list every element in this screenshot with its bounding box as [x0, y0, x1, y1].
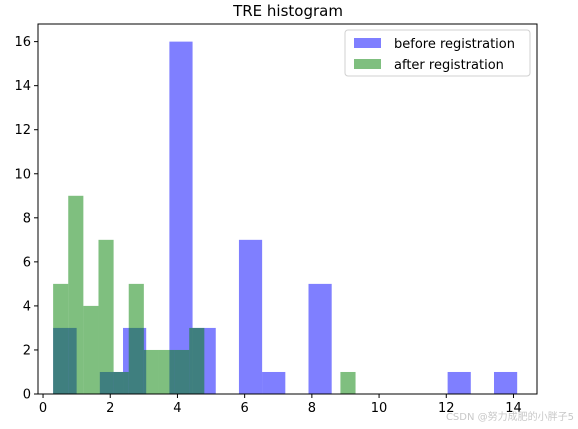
y-tick-label: 12 — [14, 123, 31, 138]
histogram-bar-series-1-bin-19 — [340, 371, 356, 394]
histogram-bar-series-1-bin-3 — [98, 239, 114, 394]
x-tick-label: 4 — [173, 401, 181, 416]
y-tick-label: 2 — [23, 343, 31, 358]
histogram-bar-series-1-bin-6 — [143, 349, 159, 394]
histogram-bar-series-1-bin-5 — [128, 283, 144, 394]
histogram-bar-series-0-bin-17 — [447, 371, 471, 394]
histogram-bar-series-0-bin-11 — [308, 283, 332, 394]
y-tick-label: 4 — [23, 299, 31, 314]
x-tick-label: 0 — [39, 401, 47, 416]
histogram-bar-series-1-bin-4 — [113, 371, 129, 394]
chart-title: TRE histogram — [232, 2, 343, 20]
y-tick-label: 6 — [23, 255, 31, 270]
histogram-bar-series-1-bin-0 — [53, 283, 69, 394]
histogram-bar-series-0-bin-5 — [169, 41, 193, 394]
watermark: CSDN @努力成肥的小胖子5 — [445, 412, 574, 423]
axes-group: 0 2 4 6 8 10 12 14 0 2 4 6 8 10 12 14 16 — [14, 23, 538, 416]
legend-swatch-0 — [354, 38, 381, 48]
x-tick-label: 6 — [241, 401, 249, 416]
histogram-bar-series-1-bin-2 — [83, 305, 99, 394]
x-tick-label: 14 — [505, 401, 522, 416]
histogram-bar-series-0-bin-8 — [238, 239, 263, 394]
histogram-bar-series-1-bin-7 — [158, 349, 175, 394]
y-tick-label: 16 — [14, 35, 31, 50]
y-tick-label: 14 — [14, 79, 31, 94]
legend: before registration after registration — [344, 29, 531, 77]
legend-label-0: before registration — [394, 37, 515, 52]
x-tick-label: 2 — [106, 401, 114, 416]
y-tick-label: 0 — [23, 388, 31, 403]
x-tick-label: 8 — [308, 401, 316, 416]
y-tick-label: 10 — [14, 167, 31, 182]
histogram-bar-series-1-bin-1 — [68, 195, 84, 394]
histogram-bar-series-0-bin-19 — [493, 371, 518, 394]
legend-label-1: after registration — [394, 58, 504, 73]
bars-group — [53, 41, 518, 394]
y-tick-label: 8 — [23, 211, 31, 226]
legend-swatch-1 — [354, 59, 381, 69]
histogram-bar-series-0-bin-9 — [262, 371, 286, 394]
x-tick-label: 12 — [438, 401, 455, 416]
histogram-bar-series-1-bin-8 — [174, 349, 190, 394]
histogram-bar-series-1-bin-9 — [189, 327, 205, 394]
legend-box — [344, 29, 531, 77]
plot-frame — [37, 23, 538, 395]
x-tick-label: 10 — [371, 401, 388, 416]
